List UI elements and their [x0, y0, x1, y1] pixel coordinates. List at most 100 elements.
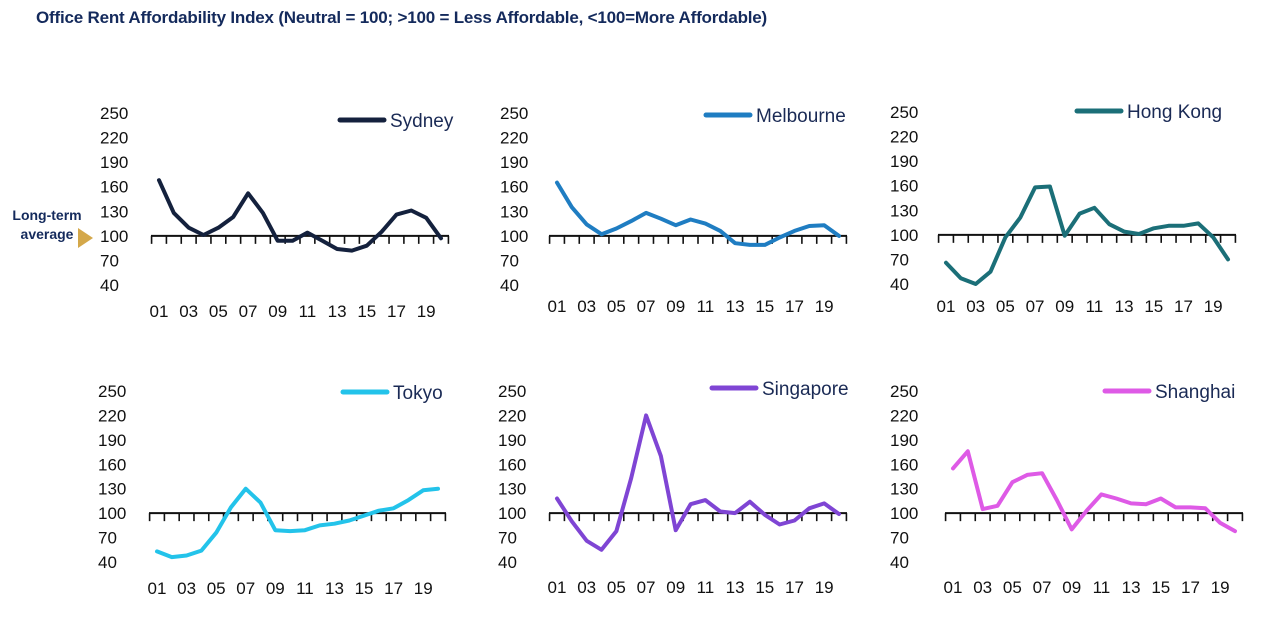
chart-tokyo: 250 220 190 160 130 100 70 40 01 03 05 07 09 11 13 15 17… — [98, 382, 447, 598]
y-tick-label: 70 — [500, 251, 519, 270]
x-tick-label: 13 — [1122, 578, 1141, 597]
x-tick-label: 05 — [209, 302, 228, 321]
y-tick-label: 130 — [890, 201, 918, 220]
y-tick-label: 190 — [98, 431, 126, 450]
y-tick-label: 40 — [100, 276, 119, 295]
x-tick-label: 05 — [207, 579, 226, 598]
series-line — [944, 184, 1230, 286]
y-tick-label: 220 — [890, 406, 918, 425]
y-tick-label: 220 — [500, 129, 528, 148]
y-tick-label: 40 — [890, 275, 909, 294]
y-tick-label: 250 — [98, 382, 126, 401]
x-tick-label: 03 — [179, 302, 198, 321]
x-tick-label: 19 — [1211, 578, 1230, 597]
x-tick-label: 09 — [666, 297, 685, 316]
x-tick-label: 09 — [268, 302, 287, 321]
x-tick-label: 17 — [1174, 297, 1193, 316]
x-tick-label: 11 — [697, 578, 715, 597]
y-tick-label: 40 — [98, 553, 117, 572]
long-term-average-note: Long-term average — [6, 206, 88, 244]
x-tick-label: 15 — [357, 302, 376, 321]
y-tick-label: 160 — [100, 178, 128, 197]
y-tick-label: 220 — [100, 129, 128, 148]
x-tick-label: 13 — [328, 302, 347, 321]
legend-label: Melbourne — [756, 106, 846, 127]
chart-singapore: 250 220 190 160 130 100 70 40 01 03 05 07 09 11 13 15 17… — [498, 379, 849, 597]
x-tick-label: 07 — [637, 578, 656, 597]
x-tick-label: 11 — [1093, 578, 1111, 597]
series-line — [555, 413, 841, 552]
x-tick-label: 01 — [548, 578, 567, 597]
y-tick-label: 160 — [890, 177, 918, 196]
y-tick-label: 250 — [498, 382, 526, 401]
x-tick-label: 03 — [577, 297, 596, 316]
x-tick-label: 17 — [785, 297, 804, 316]
x-tick-label: 07 — [1033, 578, 1052, 597]
x-tick-label: 11 — [296, 579, 314, 598]
y-tick-label: 160 — [500, 178, 528, 197]
x-tick-label: 01 — [944, 578, 963, 597]
y-tick-label: 70 — [498, 529, 517, 548]
y-tick-label: 220 — [98, 406, 126, 425]
x-tick-label: 15 — [755, 297, 774, 316]
x-tick-label: 07 — [637, 297, 656, 316]
x-tick-label: 19 — [414, 579, 433, 598]
x-tick-label: 05 — [607, 297, 626, 316]
long-term-average-label-line2: average — [20, 226, 74, 242]
y-tick-label: 190 — [498, 431, 526, 450]
x-tick-label: 15 — [355, 579, 374, 598]
x-tick-label: 19 — [815, 297, 834, 316]
x-tick-label: 01 — [148, 579, 167, 598]
y-tick-label: 130 — [498, 480, 526, 499]
x-tick-label: 01 — [548, 297, 567, 316]
legend-label: Shanghai — [1155, 382, 1235, 403]
x-tick-label: 07 — [236, 579, 255, 598]
x-tick-label: 07 — [239, 302, 258, 321]
y-tick-label: 70 — [890, 529, 909, 548]
y-tick-label: 250 — [100, 104, 128, 123]
x-tick-label: 17 — [387, 302, 406, 321]
y-tick-label: 70 — [100, 251, 119, 270]
y-tick-label: 160 — [498, 455, 526, 474]
y-tick-label: 70 — [890, 250, 909, 269]
y-tick-label: 220 — [498, 406, 526, 425]
series-line — [157, 178, 443, 253]
x-tick-label: 03 — [973, 578, 992, 597]
x-tick-label: 17 — [1181, 578, 1200, 597]
x-tick-label: 05 — [1003, 578, 1022, 597]
chart-melbourne: 250 220 190 160 130 100 70 40 01 03 05 07 09 11 13 15 17… — [500, 104, 848, 316]
long-term-average-arrow-icon — [78, 228, 93, 248]
x-tick-label: 13 — [325, 579, 344, 598]
x-tick-label: 17 — [785, 578, 804, 597]
y-tick-label: 160 — [890, 455, 918, 474]
x-tick-label: 13 — [726, 297, 745, 316]
x-tick-label: 19 — [1204, 297, 1223, 316]
y-tick-label: 40 — [890, 553, 909, 572]
y-tick-label: 160 — [98, 455, 126, 474]
y-tick-label: 190 — [890, 431, 918, 450]
x-tick-label: 09 — [666, 578, 685, 597]
y-tick-label: 250 — [500, 104, 528, 123]
x-tick-label: 15 — [755, 578, 774, 597]
y-tick-label: 100 — [890, 226, 918, 245]
y-tick-label: 70 — [98, 529, 117, 548]
x-tick-label: 11 — [299, 302, 317, 321]
y-tick-label: 40 — [498, 553, 517, 572]
chart-hong-kong: 250 220 190 160 130 100 70 40 01 03 05 07 09 11 13 15 17… — [890, 102, 1237, 316]
x-tick-label: 13 — [1115, 297, 1134, 316]
x-tick-label: 03 — [177, 579, 196, 598]
y-tick-label: 250 — [890, 103, 918, 122]
x-tick-label: 17 — [384, 579, 403, 598]
x-tick-label: 19 — [815, 578, 834, 597]
x-tick-label: 01 — [937, 297, 956, 316]
legend-label: Sydney — [390, 111, 454, 132]
y-tick-label: 130 — [890, 480, 918, 499]
y-tick-label: 40 — [500, 276, 519, 295]
legend-label: Tokyo — [393, 383, 443, 404]
x-tick-label: 07 — [1026, 297, 1045, 316]
y-tick-label: 220 — [890, 128, 918, 147]
x-tick-label: 09 — [266, 579, 285, 598]
y-tick-label: 100 — [100, 227, 128, 246]
chart-shanghai: 250 220 190 160 130 100 70 40 01 03 05 07 09 11 13 15 17… — [890, 382, 1244, 597]
